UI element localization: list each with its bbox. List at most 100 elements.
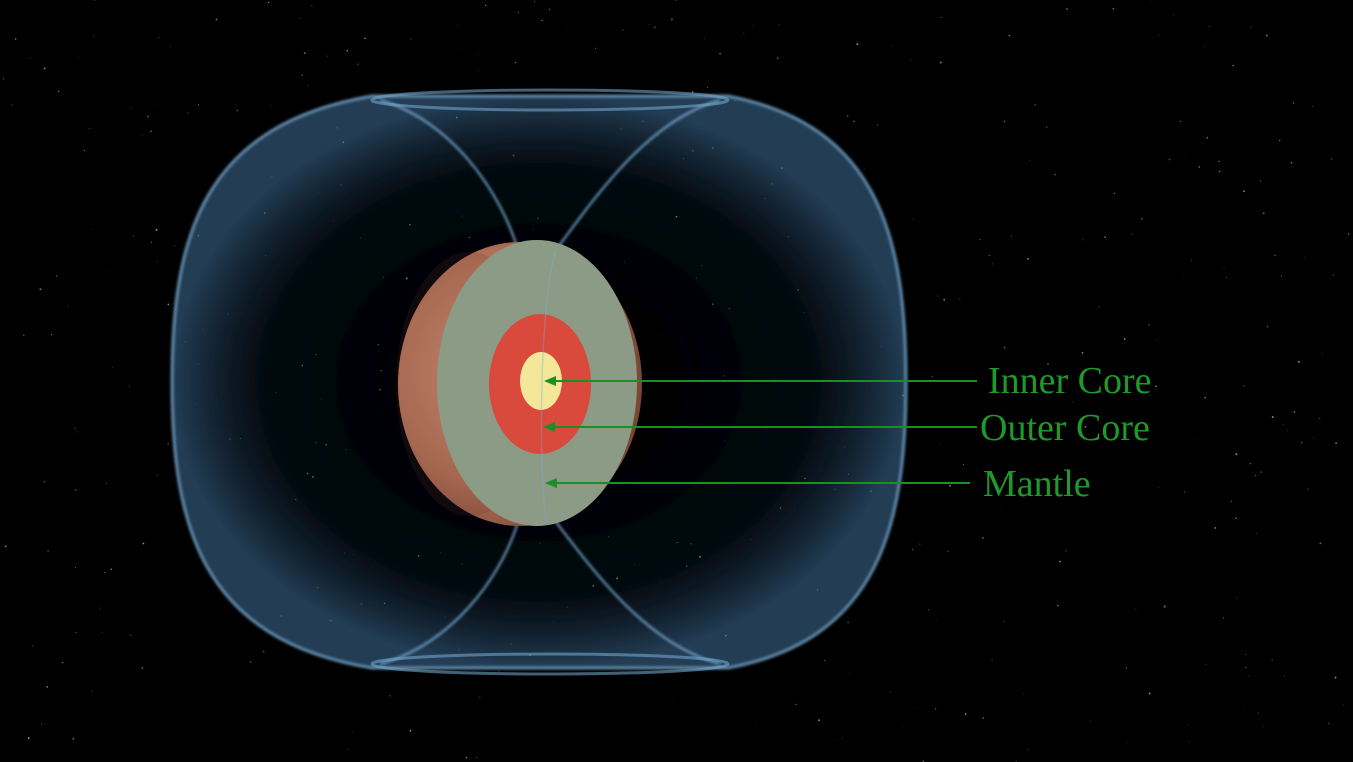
star [1235,517,1237,520]
star [940,16,942,18]
star [14,38,17,40]
star [1214,526,1217,529]
star [1029,160,1031,162]
star [706,86,709,88]
star [72,738,75,740]
star [301,74,303,77]
star [1279,139,1281,142]
star [673,700,674,702]
star [841,737,844,739]
star [76,431,78,433]
star [1112,8,1115,10]
star [1107,205,1108,207]
star [32,645,34,647]
star [104,571,106,574]
star [849,672,850,673]
star [876,124,878,126]
star [1058,560,1061,563]
star [150,241,153,243]
star [982,717,985,719]
star [939,444,941,445]
star [1218,160,1220,163]
star [1113,192,1116,195]
star [60,277,62,279]
star [1053,173,1056,176]
star [93,35,95,37]
star [236,109,238,111]
star [1082,238,1084,241]
star [991,659,993,661]
star [817,719,820,722]
star [1141,217,1143,220]
star [675,0,678,1]
star [475,756,478,759]
star [1322,353,1324,355]
star [23,334,25,336]
star [410,38,412,40]
star [156,261,158,262]
inner-core-arrowhead [544,376,556,386]
star [1290,162,1293,164]
star [409,729,412,732]
star [595,47,596,49]
star [169,46,171,48]
star [1155,385,1157,387]
star [262,650,265,653]
star [357,63,359,65]
star [61,661,64,664]
star [1206,136,1209,139]
star [43,67,46,70]
star [1300,441,1303,444]
star [74,566,76,568]
star [1331,158,1333,160]
field-top-rim [370,88,730,112]
star [743,32,745,34]
star [132,235,134,237]
star [1172,14,1174,16]
star [55,275,58,277]
star [112,366,113,368]
star [1249,463,1251,465]
star [1284,675,1286,677]
star [110,568,113,571]
star [1223,266,1225,269]
star [92,228,94,230]
star [1348,233,1350,235]
star [939,61,942,64]
star [458,25,460,27]
star [1168,158,1171,161]
star [1307,488,1310,491]
star [565,26,567,28]
star [865,48,867,50]
field-line-over-mantle [540,249,557,523]
star [1343,704,1345,706]
star [77,55,79,57]
star [187,112,189,114]
star [1259,180,1261,182]
star [1164,605,1166,607]
star [1098,305,1100,308]
star [1245,653,1247,656]
star [1206,137,1208,140]
star [991,263,994,265]
star [691,91,694,93]
star [670,18,673,21]
star [476,69,478,71]
star [1026,257,1029,260]
star [648,24,650,25]
star [306,84,309,87]
mantle-arrowhead [545,478,557,488]
star [541,19,543,22]
outer-core-arrowhead [543,422,555,432]
star [1266,325,1269,328]
star [1198,165,1201,168]
star [1204,45,1206,47]
star [106,269,108,272]
star [1180,120,1182,123]
star [1157,487,1159,489]
star [1297,360,1300,363]
label-pointers [543,376,977,488]
star [1008,34,1011,37]
star [1148,394,1151,396]
